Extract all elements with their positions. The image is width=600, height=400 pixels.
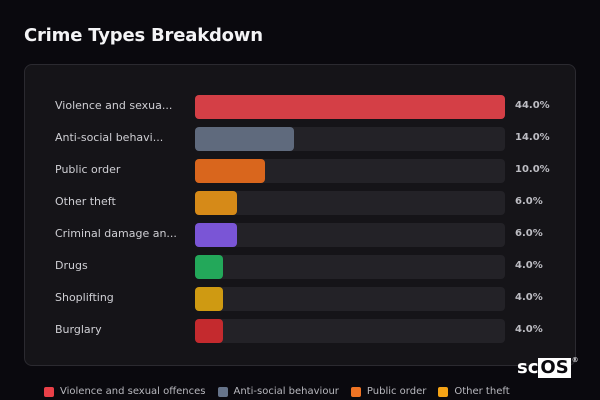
legend-swatch-icon	[44, 386, 54, 397]
bar-track	[195, 255, 505, 279]
legend-item[interactable]: Public order	[350, 386, 427, 397]
bar-label: Other theft	[55, 195, 116, 208]
bar-label: Anti-social behavi...	[55, 131, 164, 144]
legend-swatch-icon	[438, 386, 449, 397]
legend-swatch-icon	[350, 386, 361, 397]
logo-sc: sc	[517, 357, 539, 378]
legend-item[interactable]: Violence and sexual offences	[44, 386, 206, 397]
chart-legend: Violence and sexual offences Anti-social …	[44, 386, 522, 397]
logo-os: OS	[538, 357, 571, 378]
bar-value: 10.0%	[515, 164, 550, 175]
legend-item[interactable]: Other theft	[438, 386, 510, 397]
bar-label: Shoplifting	[55, 291, 114, 304]
bar-fill[interactable]	[195, 287, 224, 311]
bar-label: Public order	[55, 163, 121, 176]
bar-fill[interactable]	[195, 95, 505, 119]
bar-fill[interactable]	[195, 127, 294, 151]
bar-label: Criminal damage an...	[55, 227, 177, 240]
legend-label: Public order	[366, 386, 427, 397]
bar-row: Criminal damage an... 6.0%	[25, 223, 577, 247]
bar-row: Shoplifting 4.0%	[25, 287, 577, 311]
registered-mark: ®	[571, 356, 579, 364]
scos-logo: sc OS ®	[517, 356, 579, 378]
bar-row: Anti-social behavi... 14.0%	[25, 127, 577, 151]
bar-track	[195, 191, 505, 215]
page-title: Crime Types Breakdown	[24, 25, 263, 46]
bar-label: Drugs	[55, 259, 88, 272]
bar-fill[interactable]	[195, 255, 224, 279]
bar-value: 44.0%	[515, 100, 550, 111]
bar-row: Public order 10.0%	[25, 159, 577, 183]
bar-label: Violence and sexua...	[55, 99, 173, 112]
bar-track	[195, 127, 505, 151]
bar-label: Burglary	[55, 323, 102, 336]
bar-fill[interactable]	[195, 191, 238, 215]
bar-value: 14.0%	[515, 132, 550, 143]
bar-value: 4.0%	[515, 260, 543, 271]
bar-fill[interactable]	[195, 159, 266, 183]
legend-label: Other theft	[454, 386, 510, 397]
legend-label: Anti-social behaviour	[233, 386, 339, 397]
bar-track	[195, 159, 505, 183]
bar-row: Other theft 6.0%	[25, 191, 577, 215]
bar-track	[195, 287, 505, 311]
chart-card: Violence and sexua... 44.0% Anti-social be…	[24, 64, 576, 366]
bar-row: Violence and sexua... 44.0%	[25, 95, 577, 119]
legend-label: Violence and sexual offences	[60, 386, 206, 397]
bar-value: 6.0%	[515, 196, 543, 207]
bar-row: Drugs 4.0%	[25, 255, 577, 279]
bar-track	[195, 95, 505, 119]
legend-swatch-icon	[217, 386, 228, 397]
bar-value: 4.0%	[515, 292, 543, 303]
bar-track	[195, 319, 505, 343]
legend-item[interactable]: Anti-social behaviour	[217, 386, 339, 397]
bar-row: Burglary 4.0%	[25, 319, 577, 343]
bar-value: 6.0%	[515, 228, 543, 239]
bar-fill[interactable]	[195, 319, 224, 343]
bar-fill[interactable]	[195, 223, 238, 247]
bar-track	[195, 223, 505, 247]
bar-value: 4.0%	[515, 324, 543, 335]
